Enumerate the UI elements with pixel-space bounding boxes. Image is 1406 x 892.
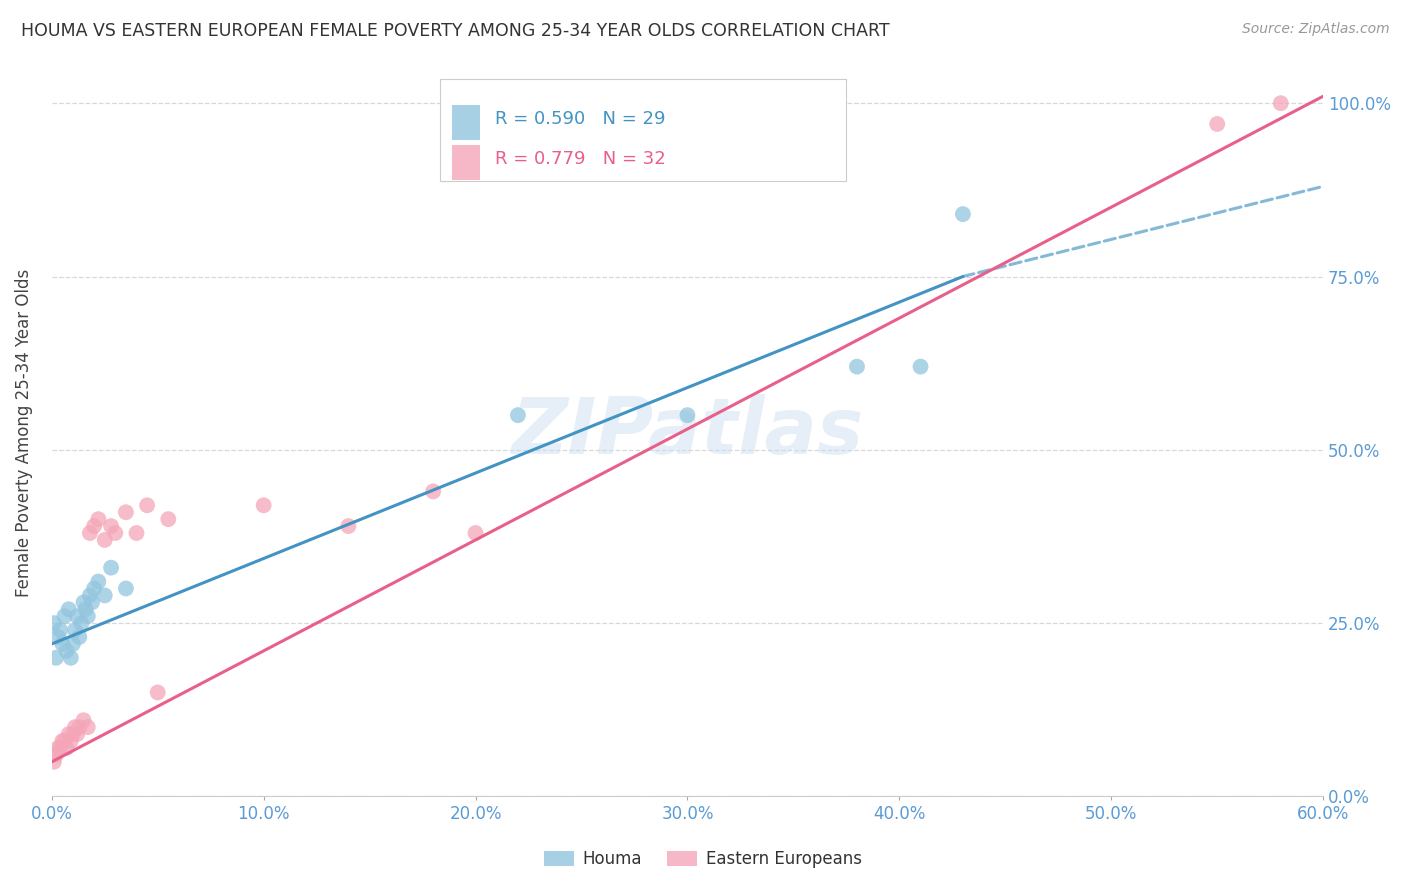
FancyBboxPatch shape <box>453 145 481 180</box>
Legend: Houma, Eastern Europeans: Houma, Eastern Europeans <box>537 844 869 875</box>
Point <box>115 505 138 519</box>
Point <box>42 755 65 769</box>
Point <box>79 526 101 541</box>
Point <box>46 740 69 755</box>
Point <box>45 747 67 762</box>
Text: R = 0.779   N = 32: R = 0.779 N = 32 <box>495 150 666 168</box>
Point <box>51 637 73 651</box>
Point <box>49 623 72 637</box>
Point <box>51 734 73 748</box>
Point <box>87 512 110 526</box>
Point <box>67 720 90 734</box>
Point <box>63 720 86 734</box>
Point <box>59 650 82 665</box>
Point <box>58 727 80 741</box>
Point <box>63 623 86 637</box>
Point <box>75 602 97 616</box>
Text: Source: ZipAtlas.com: Source: ZipAtlas.com <box>1241 22 1389 37</box>
Point <box>952 207 974 221</box>
Point <box>67 630 90 644</box>
Point <box>46 630 69 644</box>
Point <box>87 574 110 589</box>
Point <box>115 582 138 596</box>
Point <box>157 512 180 526</box>
Point <box>49 740 72 755</box>
Text: R = 0.590   N = 29: R = 0.590 N = 29 <box>495 110 666 128</box>
Point <box>45 650 67 665</box>
Point <box>100 560 122 574</box>
Point <box>53 609 76 624</box>
Point <box>910 359 932 374</box>
Point <box>62 637 84 651</box>
Point <box>83 519 105 533</box>
Point <box>136 498 159 512</box>
Point <box>76 609 98 624</box>
Text: HOUMA VS EASTERN EUROPEAN FEMALE POVERTY AMONG 25-34 YEAR OLDS CORRELATION CHART: HOUMA VS EASTERN EUROPEAN FEMALE POVERTY… <box>21 22 890 40</box>
Point <box>66 727 89 741</box>
Point <box>66 609 89 624</box>
Point <box>676 408 699 422</box>
Point <box>83 582 105 596</box>
Point <box>846 359 869 374</box>
Point <box>506 408 529 422</box>
Point <box>146 685 169 699</box>
Point <box>76 720 98 734</box>
Point <box>55 740 77 755</box>
Point <box>104 526 127 541</box>
Point <box>62 727 84 741</box>
Point <box>55 644 77 658</box>
Point <box>337 519 360 533</box>
Point <box>70 616 93 631</box>
FancyBboxPatch shape <box>453 105 481 140</box>
Point <box>100 519 122 533</box>
Point <box>422 484 444 499</box>
Point <box>1270 96 1292 111</box>
Point <box>93 533 115 547</box>
Point <box>79 588 101 602</box>
Point <box>464 526 486 541</box>
Point <box>72 713 94 727</box>
Point <box>59 734 82 748</box>
Point <box>58 602 80 616</box>
Point <box>42 616 65 631</box>
Point <box>125 526 148 541</box>
Point <box>93 588 115 602</box>
Point <box>53 734 76 748</box>
Point <box>1206 117 1229 131</box>
FancyBboxPatch shape <box>440 79 846 181</box>
Point <box>72 595 94 609</box>
Text: ZIPatlas: ZIPatlas <box>512 394 863 470</box>
Y-axis label: Female Poverty Among 25-34 Year Olds: Female Poverty Among 25-34 Year Olds <box>15 268 32 597</box>
Point <box>80 595 103 609</box>
Point <box>253 498 276 512</box>
